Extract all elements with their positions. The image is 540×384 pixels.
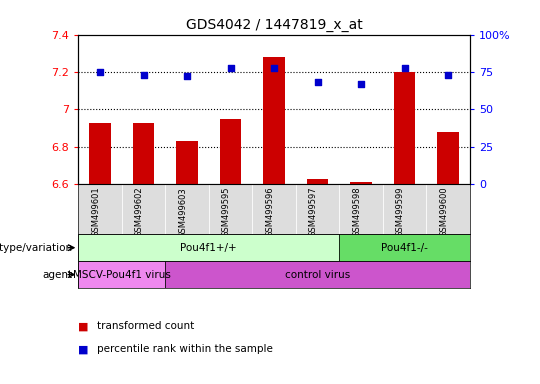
Bar xyxy=(165,184,209,234)
Text: Pou4f1-/-: Pou4f1-/- xyxy=(381,243,428,253)
Text: control virus: control virus xyxy=(285,270,350,280)
Bar xyxy=(122,184,165,234)
Point xyxy=(313,79,322,86)
Text: transformed count: transformed count xyxy=(97,321,194,331)
Bar xyxy=(263,57,285,184)
Text: GSM499598: GSM499598 xyxy=(352,187,361,237)
Bar xyxy=(78,234,339,261)
Point xyxy=(444,72,453,78)
Bar xyxy=(339,234,470,261)
Bar xyxy=(133,122,154,184)
Bar xyxy=(394,72,415,184)
Bar xyxy=(165,261,470,288)
Point xyxy=(400,65,409,71)
Bar xyxy=(252,184,296,234)
Text: GSM499603: GSM499603 xyxy=(178,187,187,238)
Bar xyxy=(220,119,241,184)
Point xyxy=(270,65,279,71)
Text: genotype/variation: genotype/variation xyxy=(0,243,73,253)
Bar xyxy=(383,184,426,234)
Bar xyxy=(307,179,328,184)
Text: GSM499600: GSM499600 xyxy=(439,187,448,237)
Text: agent: agent xyxy=(43,270,73,280)
Text: ■: ■ xyxy=(78,344,89,354)
Title: GDS4042 / 1447819_x_at: GDS4042 / 1447819_x_at xyxy=(186,18,362,32)
Bar xyxy=(89,122,111,184)
Text: Pou4f1+/+: Pou4f1+/+ xyxy=(180,243,237,253)
Text: MSCV-Pou4f1 virus: MSCV-Pou4f1 virus xyxy=(73,270,171,280)
Text: GSM499596: GSM499596 xyxy=(265,187,274,237)
Text: ■: ■ xyxy=(78,321,89,331)
Bar xyxy=(176,141,198,184)
Point xyxy=(183,73,191,79)
Bar xyxy=(78,184,122,234)
Point xyxy=(139,72,148,78)
Text: GSM499597: GSM499597 xyxy=(308,187,318,237)
Bar xyxy=(296,184,339,234)
Point xyxy=(96,69,104,75)
Bar xyxy=(78,261,165,288)
Point xyxy=(226,65,235,71)
Bar xyxy=(350,182,372,184)
Point xyxy=(357,81,366,87)
Text: GSM499599: GSM499599 xyxy=(395,187,404,237)
Text: GSM499595: GSM499595 xyxy=(221,187,231,237)
Text: GSM499602: GSM499602 xyxy=(134,187,144,237)
Text: percentile rank within the sample: percentile rank within the sample xyxy=(97,344,273,354)
Text: GSM499601: GSM499601 xyxy=(91,187,100,237)
Bar xyxy=(339,184,383,234)
Bar xyxy=(209,184,252,234)
Bar xyxy=(426,184,470,234)
Bar xyxy=(437,132,459,184)
